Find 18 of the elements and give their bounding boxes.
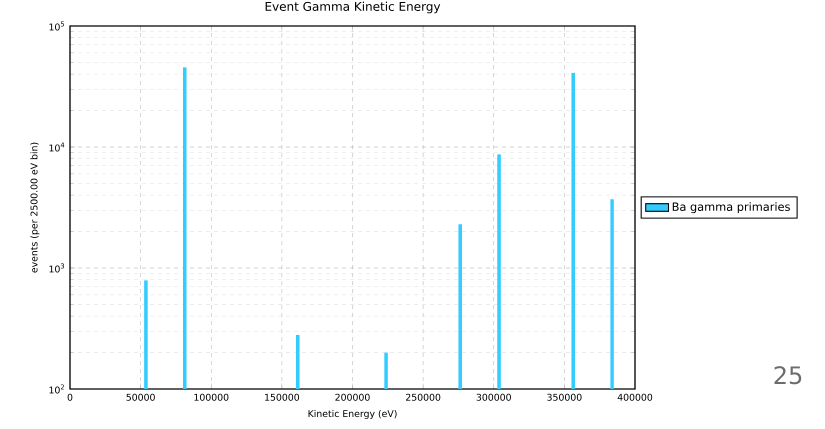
x-tick-label: 400000: [618, 394, 652, 401]
x-tick-label: 300000: [476, 394, 511, 401]
x-tick-label: 100000: [194, 394, 228, 401]
x-tick-label: 350000: [547, 394, 582, 401]
y-tick-label: 10$^{5}$: [50, 21, 64, 30]
y-tick-label: 10$^{3}$: [50, 263, 64, 273]
y-tick-label: 10$^{2}$: [50, 384, 64, 394]
x-tick-label: 250000: [406, 394, 440, 401]
x-axis-title: Kinetic Energy (eV): [308, 410, 397, 419]
y-tick-label: 10$^{4}$: [50, 142, 64, 152]
x-tick-label: 150000: [265, 394, 300, 401]
y-axis-title: events (per 2500.00 eV bin): [30, 142, 40, 273]
x-tick-label: 200000: [335, 394, 370, 401]
text: 25: [774, 366, 802, 384]
legend-label: Ba gamma primaries: [672, 202, 790, 214]
chart-title: Event Gamma Kinetic Energy: [266, 2, 440, 14]
x-tick-label: 0: [68, 394, 72, 401]
x-tick-label: 50000: [126, 394, 155, 401]
